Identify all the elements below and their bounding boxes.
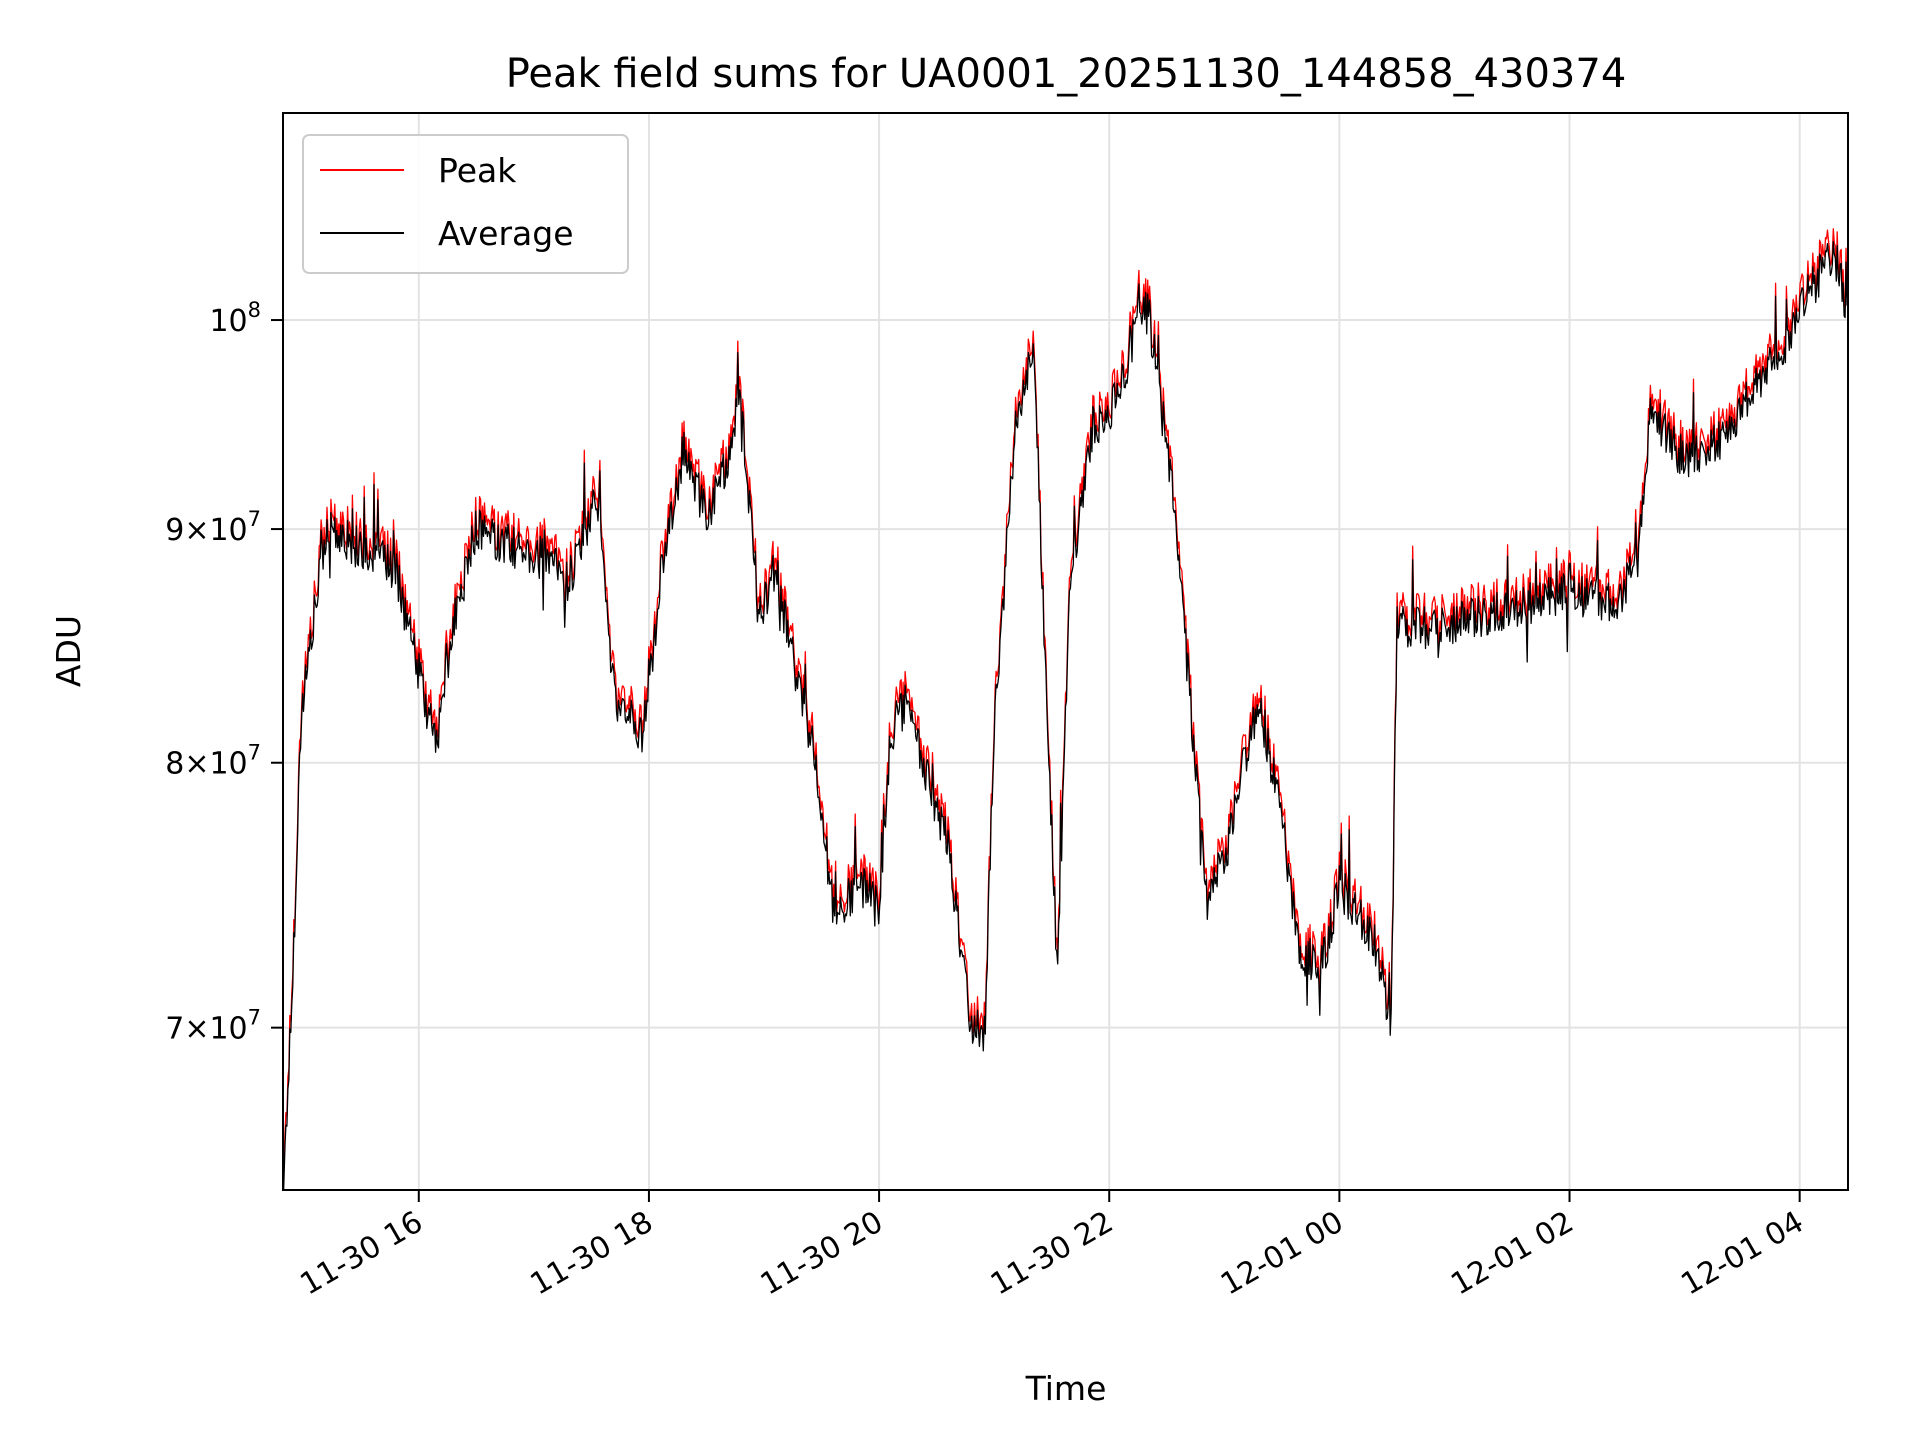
x-axis-label: Time [1025, 1369, 1107, 1408]
y-tick-label: 108 [209, 298, 261, 339]
y-tick-exponent: 7 [248, 741, 261, 765]
legend-average-label: Average [438, 214, 574, 253]
y-axis-ticks: 7×107 8×107 9×107 108 [165, 298, 283, 1047]
y-tick-exponent: 8 [248, 298, 261, 322]
chart-title: Peak field sums for UA0001_20251130_1448… [506, 51, 1627, 97]
series-line-average [283, 240, 1848, 1190]
series-lines [283, 228, 1848, 1190]
y-tick-base: 7 [165, 1012, 184, 1047]
legend: Peak Average [302, 134, 629, 274]
y-tick-exponent: 7 [248, 507, 261, 531]
y-axis-label: ADU [49, 615, 88, 687]
grid [283, 113, 1848, 1190]
plot-frame [282, 112, 1849, 1191]
y-tick-base: 9 [165, 513, 184, 548]
legend-peak-label: Peak [438, 151, 517, 190]
y-tick-label: 8×107 [165, 741, 261, 782]
y-tick-label: 9×107 [165, 507, 261, 548]
y-tick-base: 8 [165, 747, 184, 782]
y-tick-label: 7×107 [165, 1006, 261, 1047]
y-tick-exponent: 7 [248, 1006, 261, 1030]
